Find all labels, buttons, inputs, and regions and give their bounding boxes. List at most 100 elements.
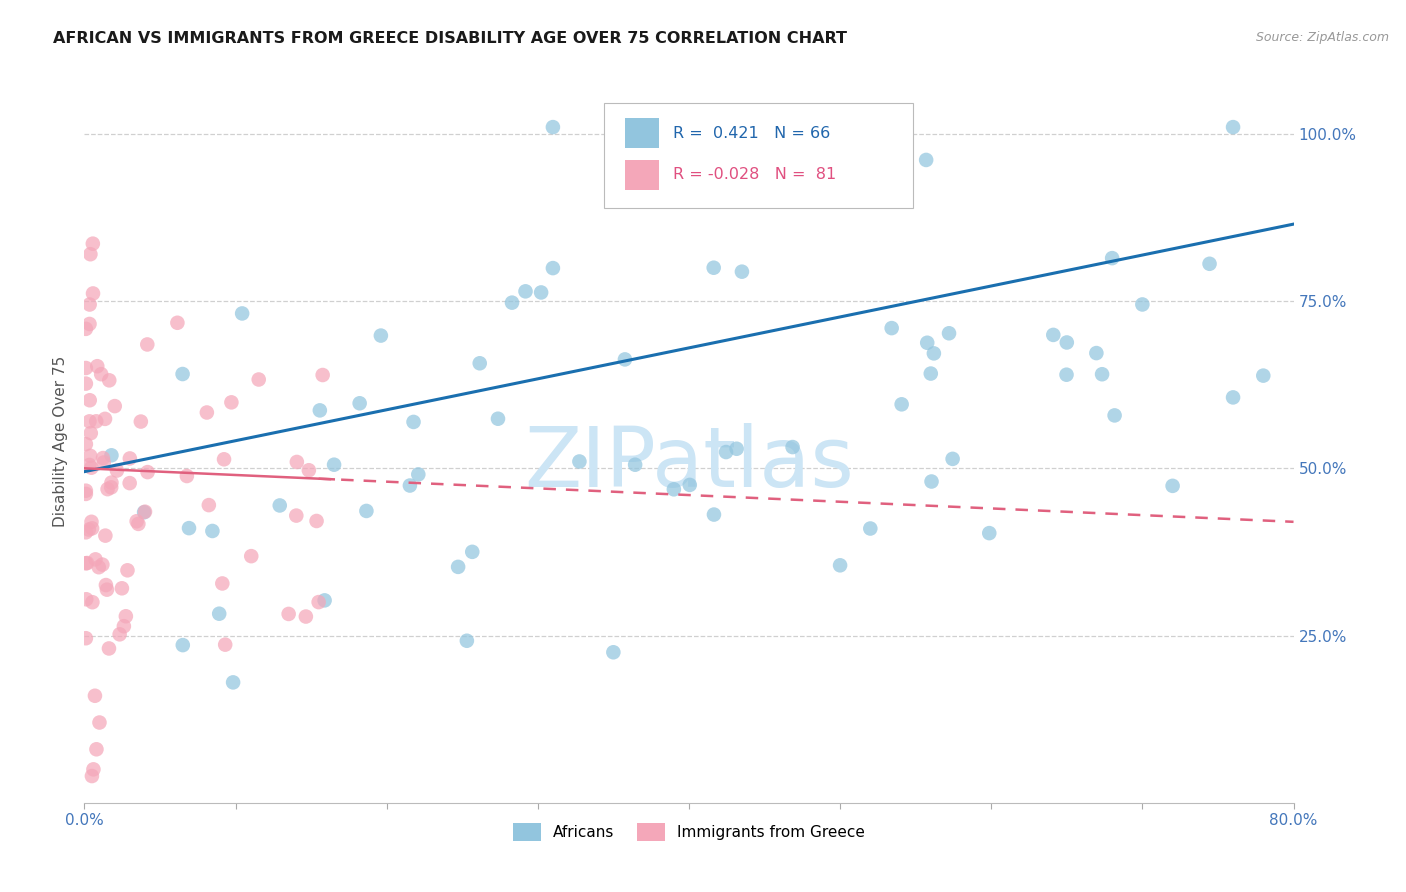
Point	[456, 633, 478, 648]
Point	[94, 528, 117, 542]
Point	[136, 337, 159, 351]
Point	[176, 469, 198, 483]
Point	[890, 397, 912, 411]
Point	[94, 578, 117, 592]
Point	[75, 632, 97, 646]
Point	[1091, 368, 1114, 382]
Point	[221, 395, 243, 409]
Point	[198, 498, 221, 512]
Point	[115, 609, 138, 624]
Point	[1161, 479, 1184, 493]
Point	[75, 483, 97, 498]
Point	[1253, 368, 1275, 383]
Point	[195, 405, 218, 419]
Point	[915, 153, 938, 167]
Point	[231, 306, 253, 320]
Y-axis label: Disability Age Over 75: Disability Age Over 75	[53, 356, 69, 527]
Point	[91, 451, 114, 466]
Point	[100, 448, 122, 462]
Point	[96, 582, 118, 597]
Point	[1104, 409, 1126, 423]
Point	[90, 367, 112, 381]
Point	[134, 505, 156, 519]
Point	[679, 478, 702, 492]
Point	[75, 437, 97, 451]
Point	[349, 396, 371, 410]
Point	[295, 609, 318, 624]
Point	[859, 521, 882, 535]
Point	[79, 297, 101, 311]
Point	[100, 480, 122, 494]
Point	[75, 322, 97, 336]
Point	[1056, 368, 1078, 382]
Point	[541, 261, 564, 276]
Point	[79, 449, 101, 463]
Point	[356, 504, 378, 518]
Point	[84, 414, 107, 428]
Point	[79, 317, 101, 331]
Point	[111, 582, 134, 596]
Point	[1222, 391, 1244, 405]
Point	[136, 465, 159, 479]
Text: R = -0.028   N =  81: R = -0.028 N = 81	[673, 168, 837, 183]
Text: R =  0.421   N = 66: R = 0.421 N = 66	[673, 126, 831, 141]
Point	[93, 455, 115, 469]
Point	[80, 769, 103, 783]
Point	[80, 515, 103, 529]
Point	[86, 742, 108, 756]
Point	[79, 458, 101, 472]
Point	[725, 442, 748, 456]
Point	[240, 549, 263, 563]
Point	[80, 460, 103, 475]
Point	[486, 411, 509, 425]
Point	[79, 393, 101, 408]
Point	[298, 463, 321, 477]
Point	[323, 458, 346, 472]
Point	[125, 514, 148, 528]
Point	[979, 526, 1001, 541]
Point	[285, 508, 308, 523]
Point	[921, 475, 943, 489]
Point	[97, 641, 120, 656]
Point	[662, 483, 685, 497]
Point	[117, 563, 139, 577]
Point	[370, 328, 392, 343]
Point	[942, 451, 965, 466]
Point	[447, 560, 470, 574]
Point	[105, 463, 128, 477]
Point	[830, 558, 852, 573]
Point	[166, 316, 188, 330]
Point	[782, 440, 804, 454]
Point	[568, 454, 591, 468]
Point	[82, 236, 104, 251]
Point	[714, 445, 737, 459]
Point	[222, 675, 245, 690]
Point	[76, 556, 98, 570]
FancyBboxPatch shape	[605, 103, 912, 208]
Point	[94, 412, 117, 426]
Point	[308, 403, 330, 417]
Point	[79, 414, 101, 428]
Point	[77, 523, 100, 537]
Point	[1101, 251, 1123, 265]
Point	[84, 552, 107, 566]
Point	[703, 260, 725, 275]
Point	[915, 335, 938, 350]
Point	[212, 452, 235, 467]
Point	[214, 638, 236, 652]
Text: AFRICAN VS IMMIGRANTS FROM GREECE DISABILITY AGE OVER 75 CORRELATION CHART: AFRICAN VS IMMIGRANTS FROM GREECE DISABI…	[53, 31, 848, 46]
Bar	[624, 160, 659, 190]
Point	[112, 619, 135, 633]
Text: Source: ZipAtlas.com: Source: ZipAtlas.com	[1256, 31, 1389, 45]
Point	[127, 516, 149, 531]
Point	[172, 638, 194, 652]
Point	[100, 475, 122, 490]
Point	[515, 285, 537, 299]
Point	[211, 576, 233, 591]
Point	[468, 356, 491, 370]
Point	[938, 326, 960, 341]
Point	[98, 373, 121, 387]
Point	[82, 521, 104, 535]
Point	[703, 508, 725, 522]
Point	[75, 376, 97, 391]
